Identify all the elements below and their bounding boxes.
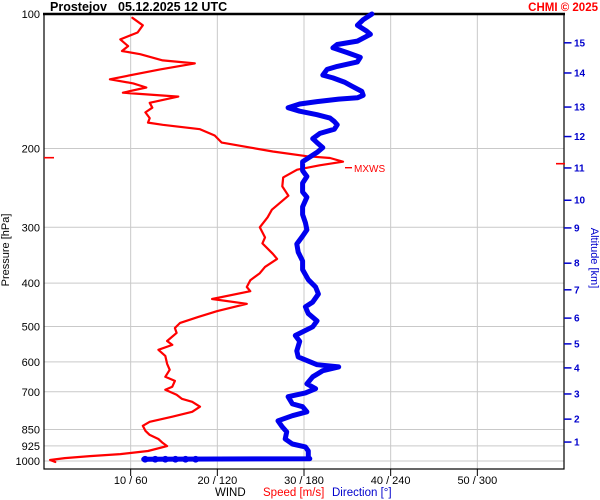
- x-axis-tick-label: 10 / 60: [114, 475, 148, 487]
- x-axis-tick-label: 30 / 180: [284, 475, 324, 487]
- altitude-tick-label: 11: [574, 163, 585, 174]
- altitude-tick-label: 4: [574, 363, 580, 374]
- pressure-tick-label: 300: [22, 222, 40, 234]
- altitude-tick-label: 2: [574, 415, 580, 426]
- curve-layer: [48, 11, 375, 464]
- altitude-tick-label: 14: [574, 68, 586, 79]
- pressure-axis-title: Pressure [hPa]: [0, 214, 12, 287]
- pressure-tick-label: 925: [22, 441, 40, 453]
- x-axis-tick-label: 20 / 120: [197, 475, 237, 487]
- pressure-tick-label: 400: [22, 278, 40, 290]
- altitude-tick-label: 12: [574, 132, 586, 143]
- sounding-datetime: 05.12.2025 12 UTC: [118, 0, 227, 14]
- surface-direction-dot: [182, 455, 189, 463]
- pressure-tick-label: 500: [22, 321, 40, 333]
- altitude-tick-label: 3: [574, 389, 580, 400]
- altitude-tick-label: 15: [574, 38, 586, 49]
- x-axis-tick-label: 40 / 240: [371, 475, 411, 487]
- legend-direction-label: Direction [°]: [332, 487, 392, 499]
- altitude-tick-label: 10: [574, 196, 586, 207]
- copyright-label: CHMI © 2025: [528, 2, 598, 14]
- legend-wind-label: WIND: [215, 487, 246, 499]
- altitude-tick-label: 1: [574, 438, 580, 449]
- surface-direction-dot: [151, 455, 159, 463]
- surface-direction-dot: [141, 455, 149, 463]
- axis-layer: 1002003004005006007008509251000151413121…: [16, 9, 586, 487]
- pressure-tick-label: 600: [22, 357, 40, 369]
- surface-direction-dot: [192, 455, 200, 463]
- x-axis-tick-label: 50 / 300: [457, 475, 497, 487]
- wind-speed-curve: [48, 16, 345, 464]
- mxws-label: MXWS: [354, 164, 385, 175]
- surface-direction-dot: [161, 455, 169, 463]
- altitude-tick-label: 8: [574, 259, 580, 270]
- pressure-tick-label: 850: [22, 424, 40, 436]
- legend-speed-label: Speed [m/s]: [263, 487, 324, 499]
- altitude-tick-label: 5: [574, 339, 580, 350]
- altitude-tick-label: 7: [574, 285, 580, 296]
- wind-direction-curve: [141, 11, 375, 462]
- annotation-layer: [44, 156, 565, 169]
- pressure-tick-label: 700: [22, 387, 40, 399]
- station-name: Prostejov: [50, 0, 107, 14]
- surface-direction-dot: [172, 455, 179, 463]
- pressure-tick-label: 200: [22, 144, 40, 156]
- altitude-tick-label: 6: [574, 314, 580, 325]
- altitude-axis-title: Altitude [km]: [588, 228, 600, 289]
- pressure-tick-label: 100: [22, 9, 40, 21]
- pressure-tick-label: 1000: [16, 456, 40, 468]
- altitude-tick-label: 13: [574, 103, 586, 114]
- altitude-tick-label: 9: [574, 223, 580, 234]
